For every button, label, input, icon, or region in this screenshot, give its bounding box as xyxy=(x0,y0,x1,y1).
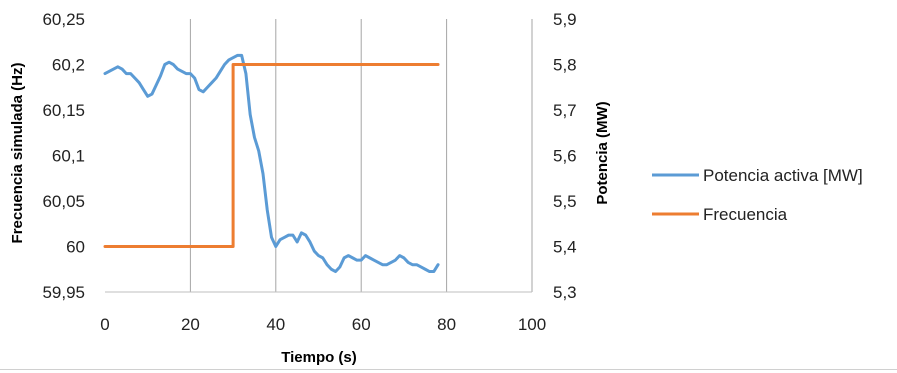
left-y-tick-label: 60 xyxy=(66,238,85,257)
left-y-tick-label: 60,05 xyxy=(42,192,85,211)
x-tick-label: 100 xyxy=(518,315,546,334)
left-y-axis-title: Frecuencia simulada (Hz) xyxy=(9,63,26,244)
left-y-tick-label: 60,2 xyxy=(52,56,85,75)
bottom-border xyxy=(0,369,897,370)
left-y-tick-label: 60,15 xyxy=(42,101,85,120)
legend-label-potencia: Potencia activa [MW] xyxy=(703,166,863,185)
left-y-tick-label: 59,95 xyxy=(42,283,85,302)
x-tick-label: 0 xyxy=(100,315,109,334)
right-y-tick-label: 5,6 xyxy=(553,147,577,166)
x-tick-label: 40 xyxy=(266,315,285,334)
right-y-tick-label: 5,9 xyxy=(553,10,577,29)
left-y-tick-label: 60,1 xyxy=(52,147,85,166)
right-y-tick-label: 5,5 xyxy=(553,192,577,211)
series-line-frecuencia xyxy=(103,63,440,248)
right-y-axis-ticks: 5,3 5,4 5,5 5,6 5,7 5,8 5,9 xyxy=(553,10,577,302)
legend-label-frecuencia: Frecuencia xyxy=(703,205,788,224)
x-tick-label: 80 xyxy=(437,315,456,334)
right-y-tick-label: 5,3 xyxy=(553,283,577,302)
right-y-axis-title: Potencia (MW) xyxy=(594,101,611,204)
left-y-tick-label: 60,25 xyxy=(42,10,85,29)
series-line-potencia xyxy=(103,53,440,274)
x-axis-title: Tiempo (s) xyxy=(281,349,357,366)
right-y-tick-label: 5,7 xyxy=(553,101,577,120)
legend: Potencia activa [MW] Frecuencia xyxy=(652,166,863,224)
x-axis-ticks: 0 20 40 60 80 100 xyxy=(100,315,546,334)
x-tick-label: 60 xyxy=(352,315,371,334)
x-tick-label: 20 xyxy=(181,315,200,334)
left-y-axis-ticks: 59,95 60 60,05 60,1 60,15 60,2 60,25 xyxy=(42,10,85,302)
series-group xyxy=(103,53,440,274)
right-y-tick-label: 5,4 xyxy=(553,238,577,257)
right-y-tick-label: 5,8 xyxy=(553,56,577,75)
